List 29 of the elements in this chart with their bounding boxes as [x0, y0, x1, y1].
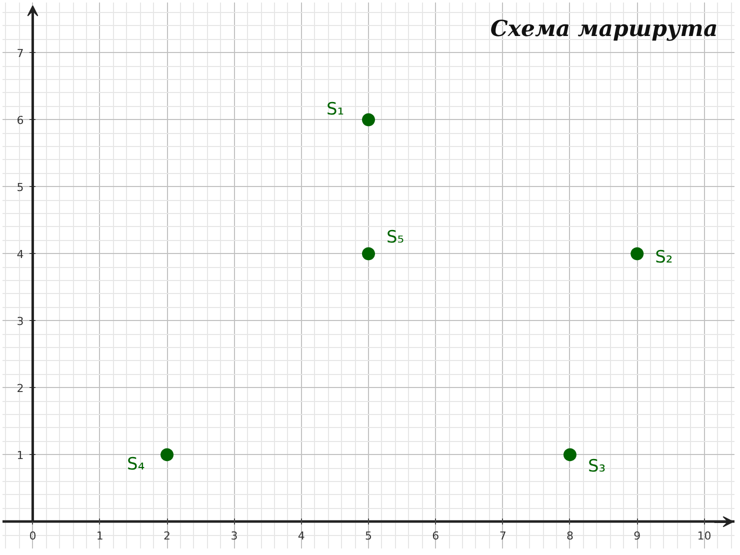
x-tick-label: 1 — [96, 530, 104, 543]
point — [160, 448, 174, 462]
x-tick-label: 6 — [432, 530, 440, 543]
annotation: S₅ — [386, 228, 404, 248]
x-tick-label: 9 — [634, 530, 641, 543]
y-tick-label: 5 — [16, 181, 24, 194]
annotation: S₄ — [127, 454, 145, 475]
x-tick-label: 10 — [697, 530, 712, 543]
point — [362, 247, 375, 260]
annotation: S₃ — [588, 456, 606, 477]
annotation: S₁ — [326, 100, 344, 120]
x-tick-label: 5 — [365, 530, 372, 543]
y-tick-label: 1 — [16, 449, 24, 462]
y-tick-label: 6 — [16, 114, 24, 128]
annotation: S₂ — [655, 248, 673, 268]
x-tick-label: 3 — [230, 530, 238, 543]
x-tick-label: 4 — [298, 530, 305, 543]
x-tick-label: 8 — [566, 530, 574, 543]
text: Схема маршрута — [490, 16, 718, 42]
y-tick-label: 3 — [16, 315, 24, 328]
y-tick-label: 7 — [16, 47, 24, 60]
point — [630, 247, 644, 260]
x-tick-label: 0 — [29, 530, 36, 543]
y-tick-label: 2 — [16, 382, 24, 396]
y-tick-label: 4 — [16, 248, 24, 262]
x-tick-label: 7 — [499, 530, 506, 543]
point — [362, 113, 375, 126]
point — [563, 448, 576, 462]
x-tick-label: 2 — [164, 530, 171, 543]
